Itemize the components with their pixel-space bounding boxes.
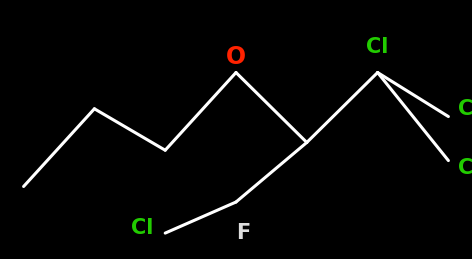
- Text: Cl: Cl: [131, 218, 153, 238]
- Text: O: O: [226, 45, 246, 69]
- Text: Cl: Cl: [366, 37, 389, 57]
- Text: Cl: Cl: [458, 158, 472, 178]
- Text: F: F: [236, 223, 250, 243]
- Text: Cl: Cl: [458, 99, 472, 119]
